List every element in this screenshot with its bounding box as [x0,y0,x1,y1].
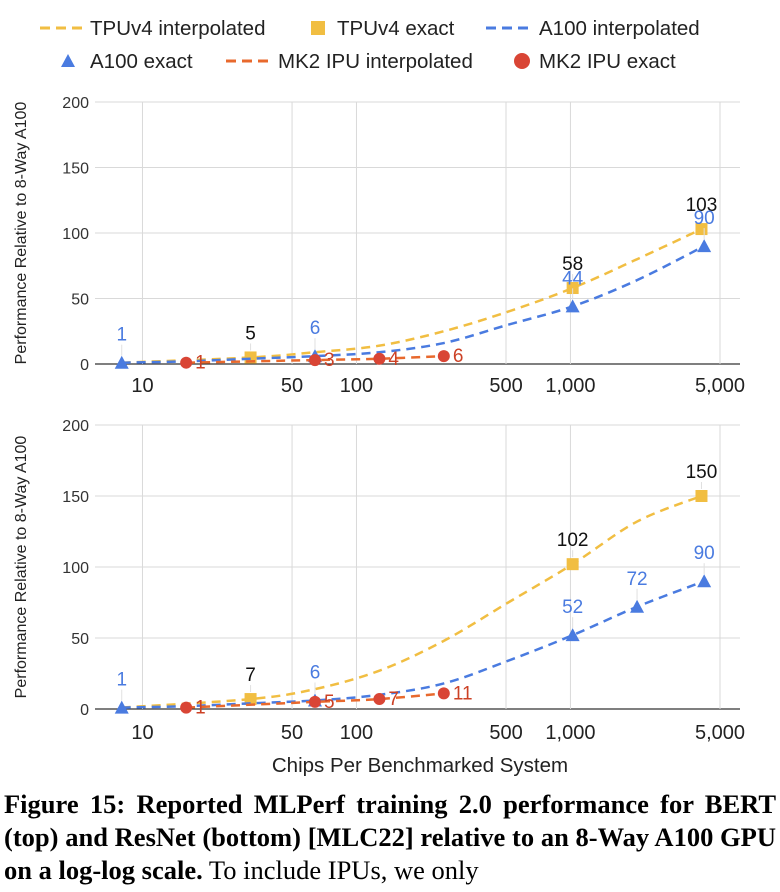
tpuv4-data-label: 150 [686,462,718,483]
mk2-ipu-data-label: 4 [388,349,399,370]
a100-exact-point [114,700,129,714]
tpuv4-data-label: 102 [557,530,589,551]
tpuv4-data-label: 58 [562,254,583,275]
a100-exact-point [565,299,580,313]
a100-data-label: 6 [310,318,321,339]
tpuv4-exact-point [244,693,257,706]
mk2-ipu-data-label: 3 [324,350,335,371]
x-tick-label: 10 [131,375,153,397]
legend-a100-exact: A100 exact [61,50,193,73]
a100-exact-point [697,574,712,588]
y-tick-label: 50 [71,292,89,309]
mk2-ipu-exact-point [308,354,321,367]
x-tick-label: 500 [489,375,522,397]
svg-text:TPUv4 exact: TPUv4 exact [337,17,455,40]
caption-label: Figure 15: [4,789,126,819]
tpuv4-data-label: 5 [245,323,256,344]
a100-data-label: 52 [562,597,583,618]
svg-text:A100 interpolated: A100 interpolated [539,17,700,40]
x-axis-title: Chips Per Benchmarked System [272,754,568,777]
svg-text:MK2 IPU interpolated: MK2 IPU interpolated [278,50,473,73]
a100-data-label: 90 [694,208,715,229]
a100-data-label: 44 [562,268,584,289]
a100-data-label: 72 [626,569,647,590]
mk2-ipu-data-label: 11 [453,683,473,704]
legend-a100-interpolated: A100 interpolated [486,17,700,40]
tpuv4-data-label: 103 [686,195,718,216]
a100-exact-point [114,355,129,369]
x-tick-label: 50 [281,375,303,397]
mk2-ipu-data-label: 5 [324,692,335,713]
mk2-ipu-interpolated-line [186,692,444,709]
figure: TPUv4 interpolated TPUv4 exact A100 inte… [13,17,745,777]
a100-data-label: 90 [694,543,715,564]
mk2-ipu-interpolated-line [186,354,444,364]
mk2-ipu-data-label: 1 [195,698,206,719]
x-tick-label: 100 [340,722,373,744]
x-tick-label: 10 [131,722,153,744]
a100-interpolated-line [121,244,705,364]
legend-ipu-exact: MK2 IPU exact [514,50,676,73]
tpuv4-exact-point [695,490,708,502]
x-tick-label: 5,000 [695,722,745,744]
x-tick-label: 50 [281,722,303,744]
caption-normal-text: To include IPUs, we only [208,855,479,885]
tpuv4-interpolated-line [121,227,703,364]
legend: TPUv4 interpolated TPUv4 exact A100 inte… [40,17,700,73]
bert-chart: 0 50 100 150 200 10 50 100 500 1,000 5,000 Performa… [13,95,745,397]
tpuv4-interpolated-line [121,494,702,709]
legend-ipu-interpolated: MK2 IPU interpolated [226,50,473,73]
tpuv4-data-label: 7 [245,665,256,686]
y-tick-label: 200 [62,95,89,112]
y-tick-label: 150 [62,489,89,506]
a100-data-label: 1 [116,325,127,346]
figure-caption: Figure 15: Reported MLPerf training 2.0 … [4,788,776,887]
svg-text:TPUv4 interpolated: TPUv4 interpolated [90,17,265,40]
a100-data-label: 1 [116,670,127,691]
y-axis-title: Performance Relative to 8-Way A100 [13,436,30,699]
caption-bold-text: Reported MLPerf training 2.0 performance… [4,789,776,885]
svg-text:A100 exact: A100 exact [90,50,193,73]
mk2-ipu-exact-point [308,695,321,708]
x-tick-label: 500 [489,722,522,744]
x-tick-label: 1,000 [545,375,595,397]
x-tick-label: 5,000 [695,375,745,397]
y-tick-label: 0 [80,357,89,374]
y-tick-label: 200 [62,418,89,435]
y-tick-label: 150 [62,161,89,178]
tpuv4-exact-point [566,282,579,295]
mk2-ipu-exact-point [180,701,193,714]
a100-exact-point [697,239,712,253]
mk2-ipu-exact-point [373,693,386,706]
a100-data-label: 6 [310,662,321,683]
x-tick-label: 1,000 [545,722,595,744]
mk2-ipu-data-label: 1 [195,353,206,374]
a100-exact-point [565,628,580,642]
tpuv4-exact-point [566,558,579,571]
resnet-chart: 0 50 100 150 200 10 50 100 500 1,000 5,000 Performa… [13,418,745,744]
a100-exact-point [630,599,645,613]
a100-interpolated-line [121,580,705,709]
mk2-ipu-data-label: 6 [453,346,464,367]
legend-tpu-interpolated: TPUv4 interpolated [40,17,265,40]
mk2-ipu-exact-point [373,352,386,365]
mk2-ipu-exact-point [437,687,450,700]
mk2-ipu-data-label: 7 [388,689,399,710]
y-tick-label: 100 [62,226,89,243]
legend-tpu-exact: TPUv4 exact [311,17,455,40]
mk2-ipu-exact-point [437,350,450,363]
y-tick-label: 0 [80,702,89,719]
y-tick-label: 100 [62,560,89,577]
y-tick-label: 50 [71,631,89,648]
svg-text:MK2 IPU exact: MK2 IPU exact [539,50,676,73]
x-tick-label: 100 [340,375,373,397]
y-axis-title: Performance Relative to 8-Way A100 [13,102,30,365]
mk2-ipu-exact-point [180,356,193,369]
